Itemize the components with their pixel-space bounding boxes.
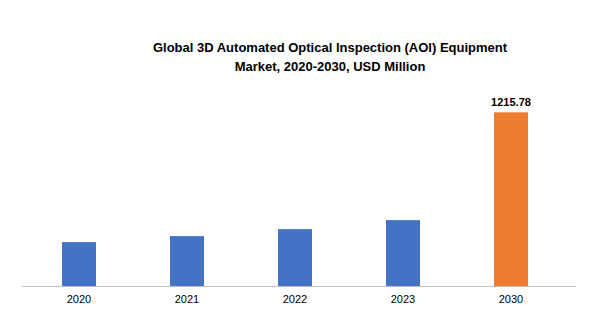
bar [62,242,96,286]
chart-title: Global 3D Automated Optical Inspection (… [140,38,520,76]
x-tick-label: 2022 [283,293,307,305]
x-axis [22,286,576,287]
data-label: 1215.78 [491,96,531,108]
bar [170,236,204,286]
bars [62,112,528,286]
bar [494,112,528,286]
bar [386,220,420,286]
x-tick-label: 2023 [391,293,415,305]
chart-root: Global 3D Automated Optical Inspection (… [0,0,596,323]
bar [278,229,312,286]
x-tick-label: 2020 [67,293,91,305]
x-tick-label: 2021 [175,293,199,305]
chart-svg: 2020 2021 2022 2023 1215.78 2030 [0,0,596,323]
x-tick-label: 2030 [499,293,523,305]
